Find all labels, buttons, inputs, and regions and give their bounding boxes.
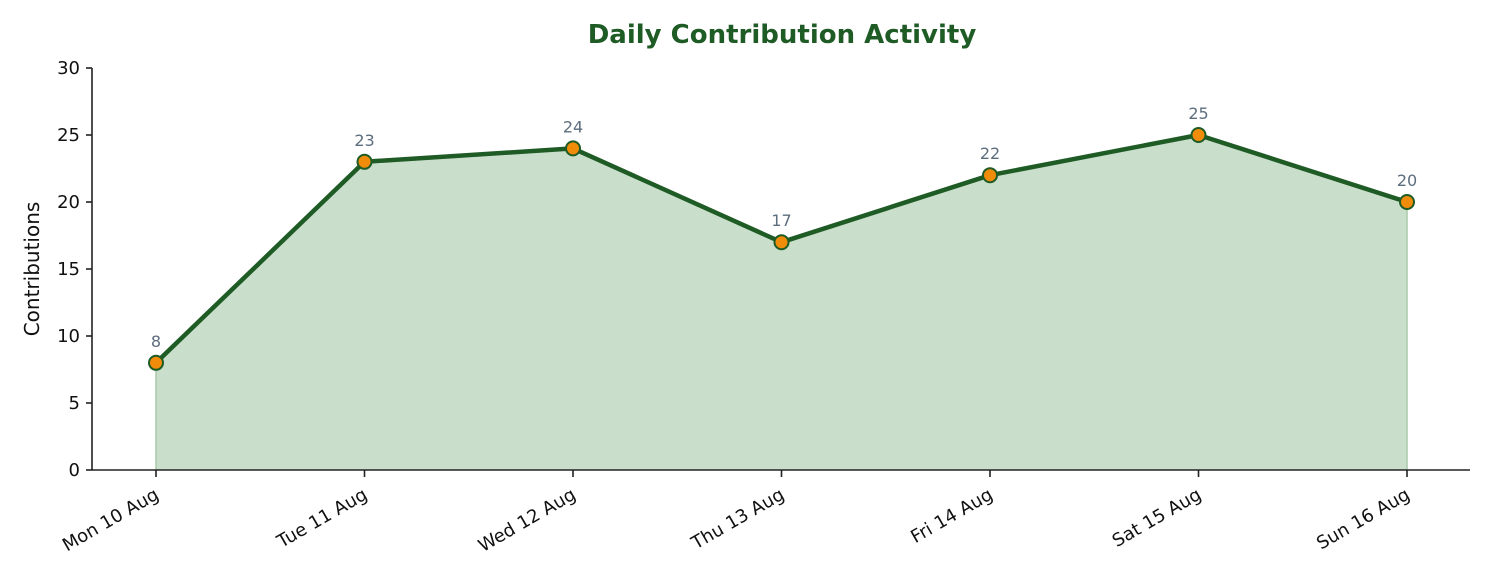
y-tick-label: 25 bbox=[57, 125, 80, 146]
data-label: 8 bbox=[151, 332, 161, 351]
data-label: 24 bbox=[563, 117, 583, 136]
data-point bbox=[1399, 194, 1415, 210]
y-tick-label: 10 bbox=[57, 326, 80, 347]
x-tick-label: Sat 15 Aug bbox=[1109, 484, 1205, 552]
y-tick-label: 20 bbox=[57, 192, 80, 213]
chart-title: Daily Contribution Activity bbox=[588, 20, 977, 50]
y-axis-label: Contributions bbox=[20, 202, 44, 337]
x-tick-label: Mon 10 Aug bbox=[59, 484, 163, 556]
data-label: 25 bbox=[1188, 104, 1208, 123]
data-point bbox=[356, 153, 373, 170]
plot-area: 0 5 10 15 20 25 30 Mon 10 Aug Tue 11 Aug Wed 12 A… bbox=[57, 58, 1470, 557]
x-tick-label: Thu 13 Aug bbox=[687, 484, 788, 554]
y-tick-label: 5 bbox=[69, 393, 80, 414]
data-point bbox=[982, 167, 998, 184]
x-tick-label: Wed 12 Aug bbox=[475, 484, 580, 557]
data-label: 17 bbox=[771, 211, 791, 230]
data-label: 22 bbox=[980, 144, 1000, 163]
data-label: 20 bbox=[1397, 171, 1417, 190]
y-tick-label: 0 bbox=[69, 460, 80, 481]
x-tick-label: Tue 11 Aug bbox=[273, 484, 371, 553]
data-point bbox=[1190, 127, 1207, 143]
data-label: 23 bbox=[354, 131, 374, 150]
y-tick-label: 15 bbox=[57, 259, 80, 280]
data-point bbox=[148, 354, 164, 371]
x-tick-label: Fri 14 Aug bbox=[907, 484, 996, 548]
x-tick-label: Sun 16 Aug bbox=[1313, 484, 1413, 554]
y-tick-label: 30 bbox=[57, 58, 80, 79]
data-point bbox=[773, 234, 790, 251]
data-point bbox=[565, 140, 581, 157]
area-fill bbox=[156, 135, 1407, 470]
